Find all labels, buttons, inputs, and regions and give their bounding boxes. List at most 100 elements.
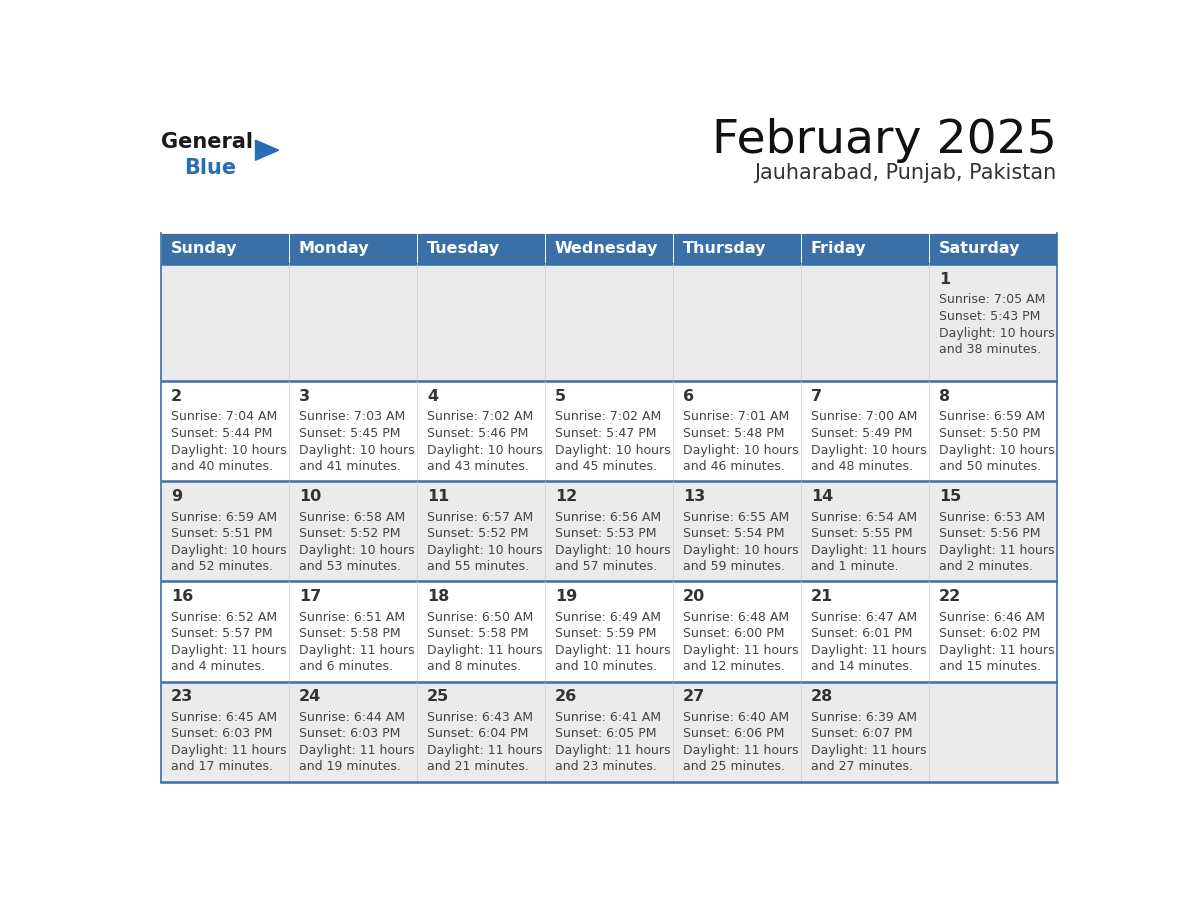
Text: Daylight: 11 hours: Daylight: 11 hours bbox=[299, 644, 415, 656]
Text: Daylight: 11 hours: Daylight: 11 hours bbox=[683, 744, 798, 756]
Text: Sunday: Sunday bbox=[171, 241, 238, 256]
Text: General: General bbox=[160, 131, 253, 151]
Text: Daylight: 10 hours: Daylight: 10 hours bbox=[939, 443, 1055, 456]
Bar bbox=[160, 233, 289, 264]
Text: and 1 minute.: and 1 minute. bbox=[811, 560, 898, 573]
Text: and 23 minutes.: and 23 minutes. bbox=[555, 760, 657, 774]
Text: Daylight: 11 hours: Daylight: 11 hours bbox=[555, 644, 670, 656]
Text: and 12 minutes.: and 12 minutes. bbox=[683, 660, 785, 673]
Text: Daylight: 11 hours: Daylight: 11 hours bbox=[811, 644, 927, 656]
Bar bbox=[417, 233, 545, 264]
Bar bbox=[801, 233, 929, 264]
Text: Sunset: 5:52 PM: Sunset: 5:52 PM bbox=[426, 527, 529, 540]
Text: 11: 11 bbox=[426, 489, 449, 504]
Text: Sunrise: 6:56 AM: Sunrise: 6:56 AM bbox=[555, 510, 661, 523]
Text: 6: 6 bbox=[683, 389, 694, 404]
Text: Daylight: 10 hours: Daylight: 10 hours bbox=[299, 543, 415, 556]
Text: and 41 minutes.: and 41 minutes. bbox=[299, 460, 400, 473]
Text: Sunset: 5:48 PM: Sunset: 5:48 PM bbox=[683, 427, 784, 440]
Text: Daylight: 10 hours: Daylight: 10 hours bbox=[426, 543, 543, 556]
Bar bbox=[160, 264, 1057, 381]
Text: Daylight: 11 hours: Daylight: 11 hours bbox=[811, 543, 927, 556]
Text: and 6 minutes.: and 6 minutes. bbox=[299, 660, 393, 673]
Text: Sunrise: 7:04 AM: Sunrise: 7:04 AM bbox=[171, 410, 277, 423]
Text: 3: 3 bbox=[299, 389, 310, 404]
Text: Sunrise: 7:00 AM: Sunrise: 7:00 AM bbox=[811, 410, 917, 423]
Text: Sunrise: 6:47 AM: Sunrise: 6:47 AM bbox=[811, 610, 917, 623]
Text: Daylight: 10 hours: Daylight: 10 hours bbox=[171, 543, 286, 556]
Text: 25: 25 bbox=[426, 689, 449, 704]
Text: and 57 minutes.: and 57 minutes. bbox=[555, 560, 657, 573]
Bar bbox=[929, 233, 1057, 264]
Text: Sunset: 6:07 PM: Sunset: 6:07 PM bbox=[811, 727, 912, 740]
Text: Sunset: 6:06 PM: Sunset: 6:06 PM bbox=[683, 727, 784, 740]
Text: Jauharabad, Punjab, Pakistan: Jauharabad, Punjab, Pakistan bbox=[754, 162, 1057, 183]
Text: February 2025: February 2025 bbox=[712, 118, 1057, 162]
Text: Daylight: 11 hours: Daylight: 11 hours bbox=[939, 543, 1055, 556]
Text: and 43 minutes.: and 43 minutes. bbox=[426, 460, 529, 473]
Text: 14: 14 bbox=[811, 489, 833, 504]
Text: Daylight: 10 hours: Daylight: 10 hours bbox=[683, 543, 798, 556]
Text: and 27 minutes.: and 27 minutes. bbox=[811, 760, 912, 774]
Text: and 15 minutes.: and 15 minutes. bbox=[939, 660, 1041, 673]
Text: and 17 minutes.: and 17 minutes. bbox=[171, 760, 273, 774]
Text: Daylight: 10 hours: Daylight: 10 hours bbox=[171, 443, 286, 456]
Text: Sunrise: 6:59 AM: Sunrise: 6:59 AM bbox=[171, 510, 277, 523]
Text: Sunrise: 6:45 AM: Sunrise: 6:45 AM bbox=[171, 711, 277, 723]
Text: 12: 12 bbox=[555, 489, 577, 504]
Text: Sunrise: 6:50 AM: Sunrise: 6:50 AM bbox=[426, 610, 533, 623]
Text: and 53 minutes.: and 53 minutes. bbox=[299, 560, 402, 573]
Text: and 14 minutes.: and 14 minutes. bbox=[811, 660, 912, 673]
Text: Sunrise: 7:01 AM: Sunrise: 7:01 AM bbox=[683, 410, 789, 423]
Text: Sunrise: 6:44 AM: Sunrise: 6:44 AM bbox=[299, 711, 405, 723]
Text: 21: 21 bbox=[811, 589, 833, 604]
Text: Daylight: 11 hours: Daylight: 11 hours bbox=[171, 644, 286, 656]
Text: Sunrise: 7:02 AM: Sunrise: 7:02 AM bbox=[555, 410, 662, 423]
Text: Sunrise: 6:48 AM: Sunrise: 6:48 AM bbox=[683, 610, 789, 623]
Text: 23: 23 bbox=[171, 689, 194, 704]
Text: 13: 13 bbox=[683, 489, 706, 504]
Text: 16: 16 bbox=[171, 589, 194, 604]
Text: Sunrise: 7:02 AM: Sunrise: 7:02 AM bbox=[426, 410, 533, 423]
Text: Sunset: 5:58 PM: Sunset: 5:58 PM bbox=[426, 627, 529, 640]
Text: Sunrise: 6:58 AM: Sunrise: 6:58 AM bbox=[299, 510, 405, 523]
Text: Daylight: 11 hours: Daylight: 11 hours bbox=[811, 744, 927, 756]
Bar bbox=[160, 481, 1057, 581]
Text: Sunrise: 6:52 AM: Sunrise: 6:52 AM bbox=[171, 610, 277, 623]
Text: and 48 minutes.: and 48 minutes. bbox=[811, 460, 912, 473]
Text: Daylight: 11 hours: Daylight: 11 hours bbox=[939, 644, 1055, 656]
Text: 5: 5 bbox=[555, 389, 565, 404]
Text: Thursday: Thursday bbox=[683, 241, 766, 256]
Text: Sunrise: 6:43 AM: Sunrise: 6:43 AM bbox=[426, 711, 533, 723]
Text: Daylight: 10 hours: Daylight: 10 hours bbox=[683, 443, 798, 456]
Bar bbox=[672, 233, 801, 264]
Text: Sunset: 5:58 PM: Sunset: 5:58 PM bbox=[299, 627, 400, 640]
Text: and 46 minutes.: and 46 minutes. bbox=[683, 460, 785, 473]
Text: Sunrise: 7:05 AM: Sunrise: 7:05 AM bbox=[939, 294, 1045, 307]
Text: Daylight: 11 hours: Daylight: 11 hours bbox=[426, 644, 543, 656]
Text: Sunset: 5:49 PM: Sunset: 5:49 PM bbox=[811, 427, 912, 440]
Text: Sunset: 5:53 PM: Sunset: 5:53 PM bbox=[555, 527, 657, 540]
Text: Daylight: 10 hours: Daylight: 10 hours bbox=[426, 443, 543, 456]
Text: and 2 minutes.: and 2 minutes. bbox=[939, 560, 1032, 573]
Bar bbox=[160, 581, 1057, 681]
Text: Sunrise: 6:49 AM: Sunrise: 6:49 AM bbox=[555, 610, 661, 623]
Text: and 38 minutes.: and 38 minutes. bbox=[939, 343, 1041, 356]
Text: Sunrise: 6:55 AM: Sunrise: 6:55 AM bbox=[683, 510, 789, 523]
Text: Sunset: 5:59 PM: Sunset: 5:59 PM bbox=[555, 627, 657, 640]
Text: 18: 18 bbox=[426, 589, 449, 604]
Text: Sunset: 5:54 PM: Sunset: 5:54 PM bbox=[683, 527, 784, 540]
Text: and 10 minutes.: and 10 minutes. bbox=[555, 660, 657, 673]
Text: 19: 19 bbox=[555, 589, 577, 604]
Text: Blue: Blue bbox=[184, 158, 236, 178]
Text: and 55 minutes.: and 55 minutes. bbox=[426, 560, 529, 573]
Text: Sunset: 6:04 PM: Sunset: 6:04 PM bbox=[426, 727, 529, 740]
Text: Sunset: 5:57 PM: Sunset: 5:57 PM bbox=[171, 627, 272, 640]
Text: Daylight: 10 hours: Daylight: 10 hours bbox=[299, 443, 415, 456]
Text: Monday: Monday bbox=[299, 241, 369, 256]
Bar bbox=[160, 681, 1057, 781]
Text: 22: 22 bbox=[939, 589, 961, 604]
Text: Sunset: 6:03 PM: Sunset: 6:03 PM bbox=[299, 727, 400, 740]
Text: 24: 24 bbox=[299, 689, 321, 704]
Text: Sunrise: 6:53 AM: Sunrise: 6:53 AM bbox=[939, 510, 1045, 523]
